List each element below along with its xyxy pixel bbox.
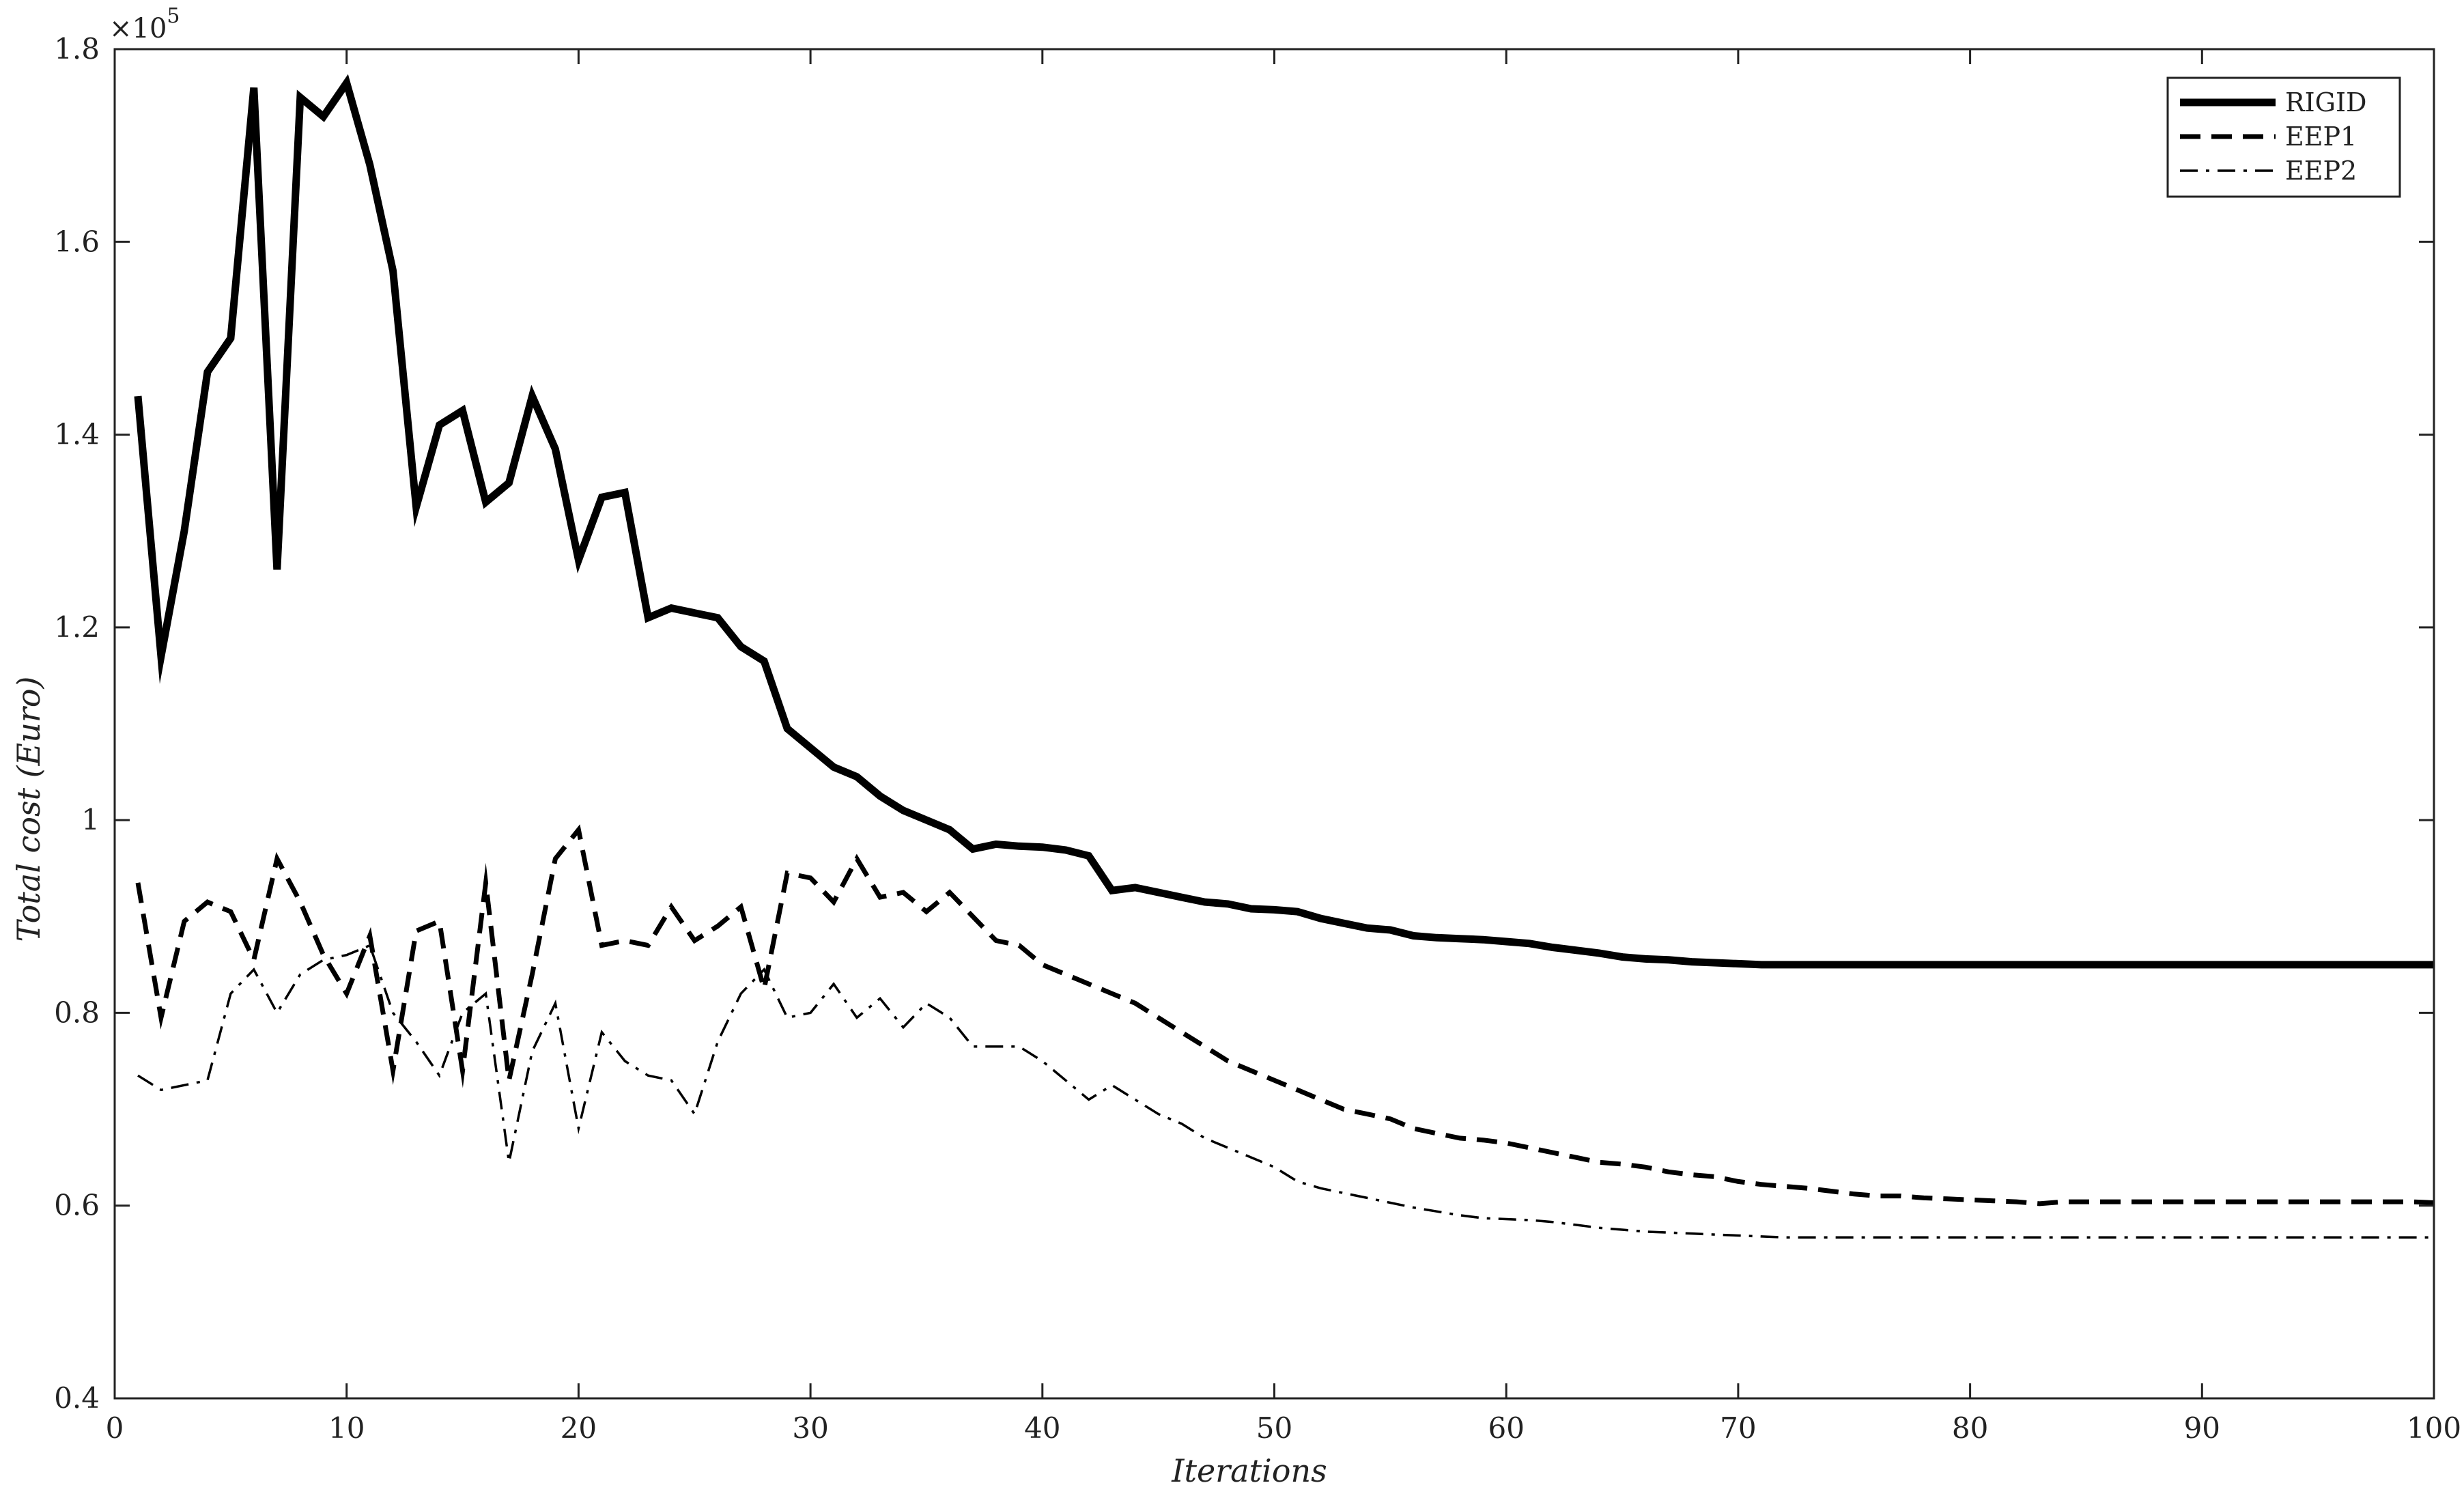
y-axis-title: Total cost (Euro): [10, 676, 47, 942]
y-tick-label: 0.4: [54, 1381, 100, 1415]
labels-layer: 0 10 20 30 40 50 60 70 80 90 100 0.4 0.6 0.8 1 1.2 1.4 1.…: [54, 32, 2461, 1445]
legend-label-eep2: EEP2: [2285, 156, 2357, 186]
series-line-rigid: [134, 74, 2434, 969]
y-tick-label: 0.6: [54, 1189, 100, 1222]
x-tick-label: 60: [1488, 1411, 1524, 1445]
legend-label-rigid: RIGID: [2285, 87, 2366, 117]
legend-label-eep1: EEP1: [2285, 122, 2357, 152]
x-tick-label: 100: [2407, 1411, 2461, 1445]
ticks-layer: [113, 48, 2435, 1400]
x-tick-label: 40: [1024, 1411, 1060, 1445]
series-layer: [134, 74, 2435, 1239]
y-tick-label: 1.4: [54, 418, 100, 451]
series-line-eep1: [135, 824, 2435, 1206]
x-tick-label: 20: [561, 1411, 597, 1445]
legend: RIGID EEP1 EEP2: [2166, 76, 2401, 198]
x-axis-title: Iterations: [1171, 1452, 1327, 1489]
legend-box: [2166, 76, 2401, 198]
x-tick-label: 0: [106, 1411, 124, 1445]
x-tick-label: 10: [328, 1411, 365, 1445]
y-tick-label: 1.6: [54, 225, 100, 258]
x-tick-label: 70: [1720, 1411, 1756, 1445]
y-axis-multiplier: ×105: [109, 4, 180, 44]
x-tick-label: 90: [2184, 1411, 2220, 1445]
x-tick-label: 50: [1256, 1411, 1292, 1445]
x-tick-label: 80: [1952, 1411, 1988, 1445]
y-tick-label: 1.8: [54, 32, 100, 66]
x-tick-label: 30: [792, 1411, 828, 1445]
y-tick-label: 1.2: [54, 610, 100, 644]
y-tick-label: 0.8: [54, 996, 100, 1029]
series-line-eep2: [137, 944, 2434, 1239]
y-tick-label: 1: [81, 803, 100, 836]
